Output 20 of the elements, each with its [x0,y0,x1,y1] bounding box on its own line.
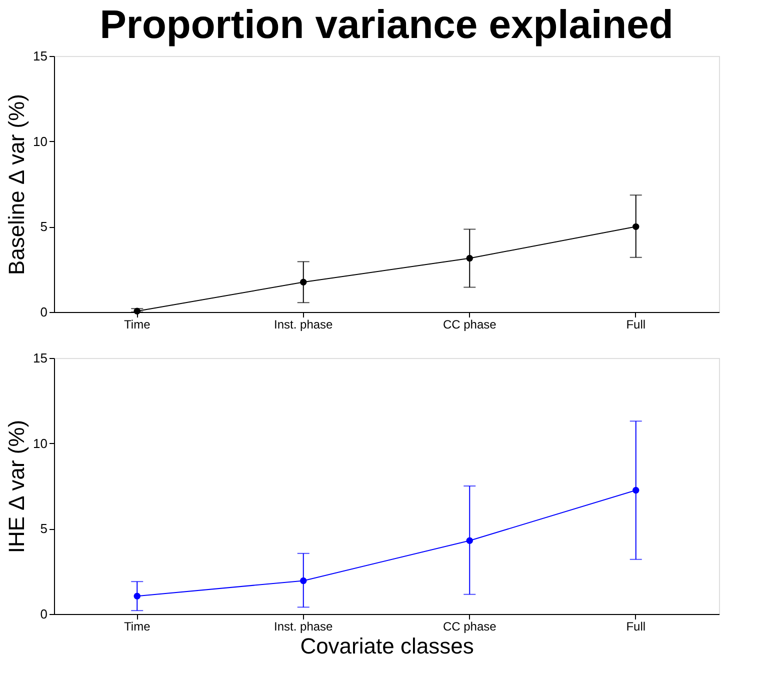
x-tick-label: Inst. phase [274,620,334,634]
x-tick-label: Time [124,620,151,634]
chart-title: Proportion variance explained [100,3,674,47]
y-tick-label: 15 [33,48,48,64]
x-tick-label: CC phase [442,318,497,332]
y-axis-title: IHE Δ var (%) [4,420,30,554]
y-tick-label: 0 [40,304,48,320]
x-tick-label: Inst. phase [274,318,334,332]
x-axis-title: Covariate classes [300,634,474,658]
y-tick-label: 0 [40,606,48,622]
y-tick-label: 15 [33,350,48,366]
y-tick-label: 10 [33,134,48,149]
x-tick-label: Full [626,318,646,332]
y-tick-label: 10 [33,436,48,451]
x-tick-label: CC phase [442,620,497,634]
y-axis-title: Baseline Δ var (%) [4,94,30,275]
y-tick-label: 5 [40,219,48,234]
x-tick-label: Time [124,318,151,332]
x-tick-label: Full [626,620,646,634]
y-tick-label: 5 [40,521,48,536]
